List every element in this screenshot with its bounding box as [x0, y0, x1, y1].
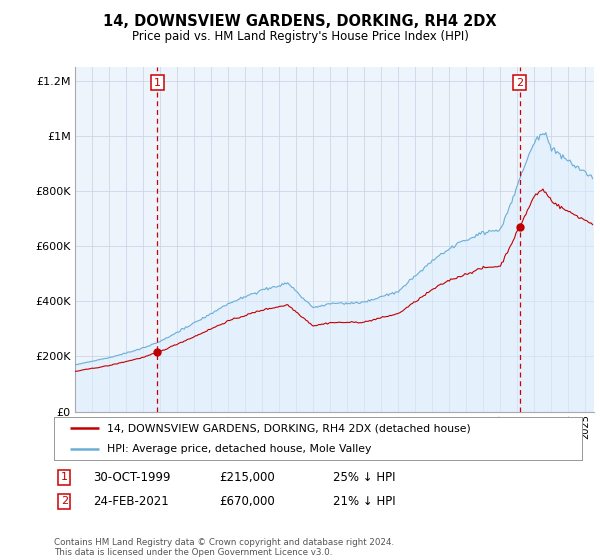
Text: 2: 2 [516, 78, 523, 88]
Text: £215,000: £215,000 [219, 470, 275, 484]
Text: Price paid vs. HM Land Registry's House Price Index (HPI): Price paid vs. HM Land Registry's House … [131, 30, 469, 43]
Text: 1: 1 [154, 78, 161, 88]
Text: 30-OCT-1999: 30-OCT-1999 [93, 470, 170, 484]
Text: 21% ↓ HPI: 21% ↓ HPI [333, 494, 395, 508]
Text: 1: 1 [61, 472, 68, 482]
Text: HPI: Average price, detached house, Mole Valley: HPI: Average price, detached house, Mole… [107, 444, 371, 454]
Text: 25% ↓ HPI: 25% ↓ HPI [333, 470, 395, 484]
Text: £670,000: £670,000 [219, 494, 275, 508]
Text: 14, DOWNSVIEW GARDENS, DORKING, RH4 2DX: 14, DOWNSVIEW GARDENS, DORKING, RH4 2DX [103, 14, 497, 29]
Text: 14, DOWNSVIEW GARDENS, DORKING, RH4 2DX (detached house): 14, DOWNSVIEW GARDENS, DORKING, RH4 2DX … [107, 423, 470, 433]
Text: 24-FEB-2021: 24-FEB-2021 [93, 494, 169, 508]
Text: Contains HM Land Registry data © Crown copyright and database right 2024.
This d: Contains HM Land Registry data © Crown c… [54, 538, 394, 557]
Text: 2: 2 [61, 496, 68, 506]
